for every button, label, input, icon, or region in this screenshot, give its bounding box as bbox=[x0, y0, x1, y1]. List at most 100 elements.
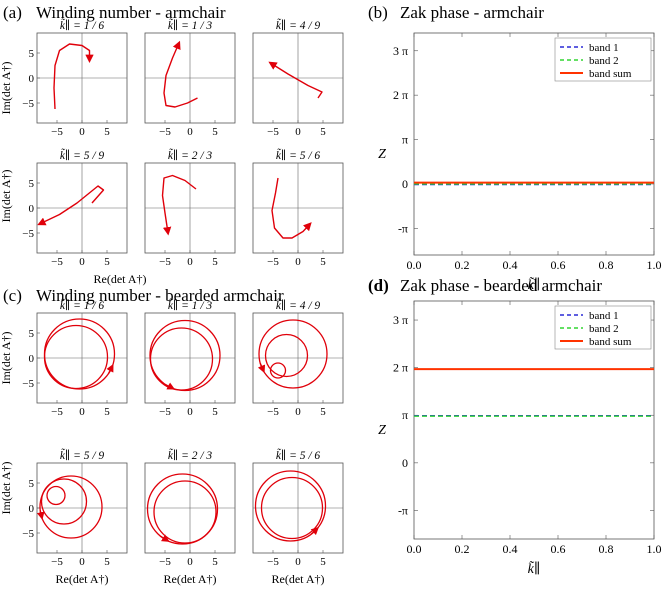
panel-d-title: (d) Zak phase - bearded armchair bbox=[368, 276, 602, 295]
winding-arrow bbox=[159, 534, 170, 542]
panel-b-label: (b) bbox=[368, 3, 388, 22]
y-tick-label: 5 bbox=[29, 178, 35, 190]
x-tick-label: 0.8 bbox=[599, 542, 614, 556]
y-axis-label: Z bbox=[378, 147, 386, 162]
x-tick-label: −5 bbox=[51, 556, 63, 568]
x-tick-label: 0.6 bbox=[551, 258, 566, 272]
winding-loop bbox=[149, 319, 221, 392]
x-tick-label: −5 bbox=[267, 406, 279, 418]
y-axis-label: Z bbox=[378, 423, 386, 438]
x-tick-label: 0 bbox=[79, 556, 85, 568]
x-tick-label: 1.0 bbox=[647, 258, 662, 272]
x-tick-label: −5 bbox=[159, 406, 171, 418]
panel-c-title-text: Winding number - bearded armchair bbox=[36, 286, 284, 305]
winding-armchair-grid: −5 0 5 −5 0 5 k̃∥ = 1 / 6 −5 0 5 k̃∥ = 1 / 3 −5 0 5 k̃… bbox=[22, 18, 344, 268]
y-tick-label: −5 bbox=[22, 228, 34, 240]
winding-loop bbox=[46, 485, 66, 506]
x-tick-label: −5 bbox=[267, 126, 279, 138]
winding-loop bbox=[153, 480, 217, 544]
x-tick-label: 0.4 bbox=[503, 542, 518, 556]
panel-a-label: (a) bbox=[3, 3, 22, 22]
x-tick-label: 0.0 bbox=[407, 542, 422, 556]
y-tick-label: −5 bbox=[22, 378, 34, 390]
winding-subplot: −5 0 5 k̃∥ = 4 / 9 bbox=[252, 298, 344, 418]
x-tick-label: 1.0 bbox=[647, 542, 662, 556]
winding-loop bbox=[43, 324, 109, 390]
x-tick-label: −5 bbox=[51, 126, 63, 138]
x-tick-label: 5 bbox=[212, 556, 218, 568]
winding-subplot: −5 0 5 −5 0 5 k̃∥ = 5 / 9 bbox=[22, 448, 128, 568]
x-tick-label: 0 bbox=[79, 126, 85, 138]
panel-c-ylabel-row2: Im(det A†) bbox=[0, 462, 13, 515]
legend-label: band 1 bbox=[589, 310, 619, 322]
winding-loop bbox=[269, 362, 287, 379]
x-tick-label: 0 bbox=[187, 126, 193, 138]
x-tick-label: 0.8 bbox=[599, 258, 614, 272]
x-tick-label: 0 bbox=[187, 256, 193, 268]
x-tick-label: 5 bbox=[320, 126, 326, 138]
x-tick-label: −5 bbox=[267, 556, 279, 568]
y-tick-label: 0 bbox=[402, 177, 408, 191]
panel-d-label: (d) bbox=[368, 276, 389, 295]
panel-b-title-text: Zak phase - armchair bbox=[400, 3, 544, 22]
winding-subplot: −5 0 5 k̃∥ = 5 / 6 bbox=[252, 148, 344, 268]
plot-frame bbox=[413, 32, 655, 256]
x-axis-label: k̃∥ bbox=[528, 276, 541, 293]
winding-loop bbox=[43, 318, 116, 390]
winding-subplot: −5 0 5 −5 0 5 k̃∥ = 1 / 6 bbox=[22, 298, 128, 418]
winding-loop bbox=[39, 475, 103, 539]
k-parallel-label: k̃∥ = 1 / 6 bbox=[60, 18, 105, 32]
winding-subplot: −5 0 5 −5 0 5 k̃∥ = 5 / 9 bbox=[22, 148, 128, 268]
x-tick-label: 0.6 bbox=[551, 542, 566, 556]
k-parallel-label: k̃∥ = 4 / 9 bbox=[276, 298, 321, 312]
winding-curve bbox=[53, 43, 94, 110]
winding-loop bbox=[258, 319, 328, 389]
x-tick-label: 0.2 bbox=[455, 542, 470, 556]
x-tick-label: −5 bbox=[159, 126, 171, 138]
panel-a-title: (a) Winding number - armchair bbox=[3, 3, 226, 22]
x-tick-label: −5 bbox=[159, 256, 171, 268]
k-parallel-label: k̃∥ = 5 / 6 bbox=[276, 148, 321, 162]
y-tick-label: 5 bbox=[29, 478, 35, 490]
x-tick-label: 0 bbox=[295, 556, 301, 568]
x-tick-label: −5 bbox=[51, 256, 63, 268]
x-tick-label: 0 bbox=[187, 556, 193, 568]
winding-subplot: −5 0 5 k̃∥ = 2 / 3 bbox=[144, 448, 236, 568]
panel-c-label: (c) bbox=[3, 286, 22, 305]
x-tick-label: 5 bbox=[104, 406, 110, 418]
winding-arrow bbox=[106, 363, 114, 374]
x-tick-label: 0.2 bbox=[455, 258, 470, 272]
x-tick-label: 5 bbox=[212, 406, 218, 418]
y-tick-label: 3 π bbox=[393, 44, 408, 58]
x-tick-label: 5 bbox=[104, 556, 110, 568]
x-tick-label: 5 bbox=[320, 406, 326, 418]
k-parallel-label: k̃∥ = 1 / 6 bbox=[60, 298, 105, 312]
k-parallel-label: k̃∥ = 5 / 9 bbox=[60, 148, 105, 162]
winding-curve bbox=[268, 61, 323, 99]
panel-a-title-text: Winding number - armchair bbox=[36, 3, 226, 22]
y-tick-label: 2 π bbox=[393, 88, 408, 102]
x-tick-label: 0.0 bbox=[407, 258, 422, 272]
legend-label: band sum bbox=[589, 68, 632, 80]
x-tick-label: 0 bbox=[187, 406, 193, 418]
y-tick-label: 0 bbox=[402, 456, 408, 470]
legend-label: band 2 bbox=[589, 323, 619, 335]
x-tick-label: 0 bbox=[295, 126, 301, 138]
winding-arrow bbox=[36, 509, 45, 520]
winding-bearded-grid: −5 0 5 −5 0 5 k̃∥ = 1 / 6 −5 0 5 k̃∥ = 1 / 3 −5 0 5 k̃… bbox=[22, 298, 344, 568]
winding-loop bbox=[146, 473, 219, 545]
panel-c-xlabel-2: Re(det A†) bbox=[164, 572, 217, 586]
k-parallel-label: k̃∥ = 2 / 3 bbox=[168, 448, 213, 462]
x-tick-label: 0 bbox=[295, 406, 301, 418]
panel-c-xlabel-1: Re(det A†) bbox=[56, 572, 109, 586]
y-tick-label: π bbox=[402, 408, 408, 422]
x-axis-label: k̃∥ bbox=[528, 560, 541, 577]
winding-subplot: −5 0 5 k̃∥ = 1 / 3 bbox=[144, 18, 236, 138]
panel-c-xlabel-3: Re(det A†) bbox=[272, 572, 325, 586]
k-parallel-label: k̃∥ = 2 / 3 bbox=[168, 148, 213, 162]
winding-loop bbox=[40, 478, 88, 525]
